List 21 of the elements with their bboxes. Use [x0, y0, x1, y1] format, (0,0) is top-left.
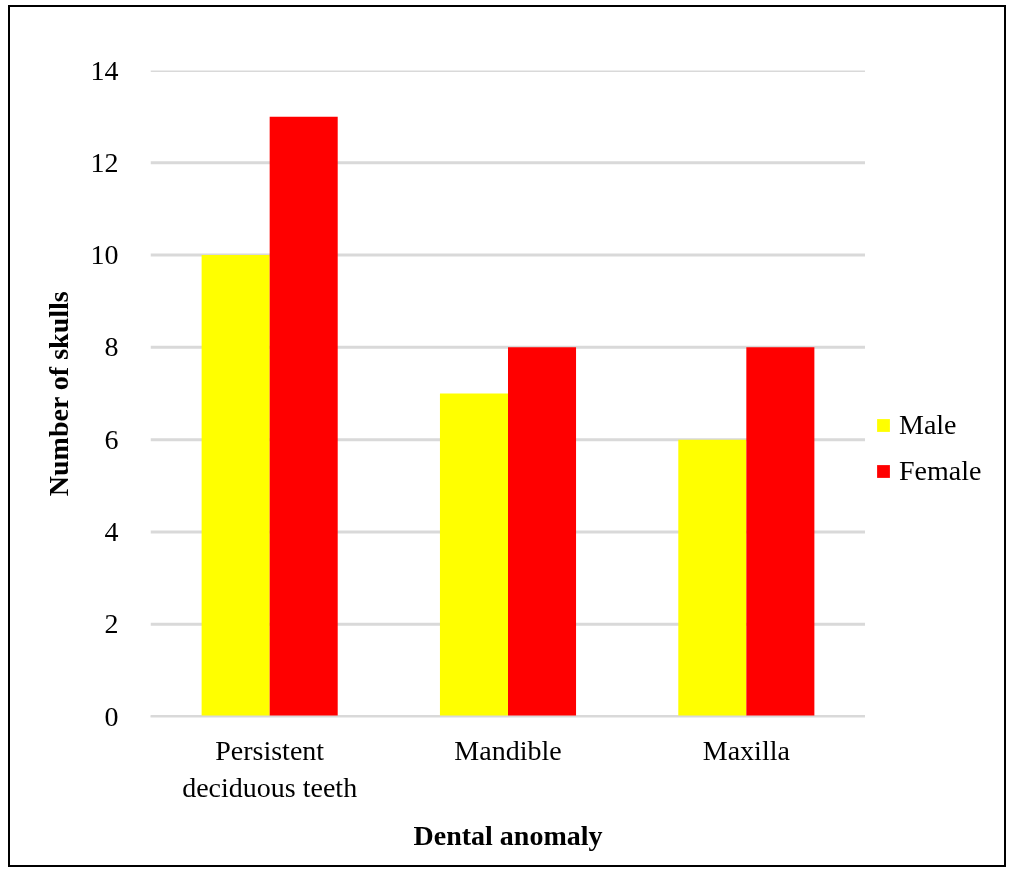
- y-tick-label: 10: [90, 239, 119, 271]
- y-tick-label: 14: [90, 54, 119, 86]
- x-axis-title: Dental anomaly: [413, 819, 603, 851]
- legend-label: Male: [899, 408, 957, 441]
- bar: [201, 255, 270, 717]
- x-tick-label: Persistent deciduous teeth: [182, 734, 358, 803]
- x-tick-label: Mandible: [454, 734, 562, 766]
- bar: [508, 347, 577, 717]
- y-tick-label: 8: [104, 331, 119, 363]
- bar: [678, 439, 747, 717]
- y-tick-label: 6: [104, 423, 119, 455]
- legend-label: Female: [899, 454, 982, 487]
- bar: [439, 393, 508, 717]
- x-tick-label: Maxilla: [702, 734, 791, 766]
- bar: [269, 116, 338, 717]
- y-axis-title: Number of skulls: [42, 291, 74, 497]
- y-tick-label: 4: [104, 515, 119, 547]
- y-tick-label: 0: [104, 700, 119, 732]
- bar: [746, 347, 815, 717]
- y-tick-label: 2: [104, 608, 119, 640]
- y-tick-label: 12: [90, 146, 119, 178]
